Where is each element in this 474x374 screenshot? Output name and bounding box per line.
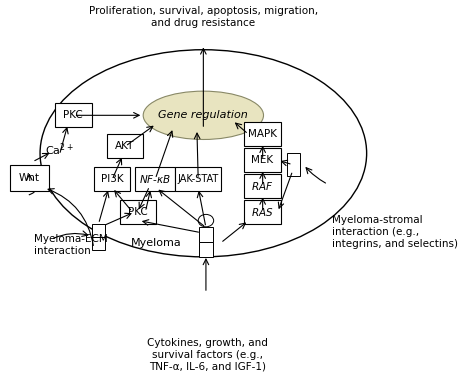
Text: PKC: PKC [128, 207, 148, 217]
FancyBboxPatch shape [199, 227, 213, 242]
FancyBboxPatch shape [244, 200, 281, 224]
FancyBboxPatch shape [199, 242, 213, 257]
Text: Myeloma: Myeloma [131, 238, 182, 248]
Text: PI3K: PI3K [101, 174, 123, 184]
Text: Cytokines, growth, and
survival factors (e.g.,
TNF-α, IL-6, and IGF-1): Cytokines, growth, and survival factors … [147, 338, 268, 371]
Text: Wnt: Wnt [19, 173, 40, 183]
Text: Ca$^{2+}$: Ca$^{2+}$ [45, 141, 74, 158]
Text: $NF$-$\kappa B$: $NF$-$\kappa B$ [139, 173, 171, 185]
Text: JAK-STAT: JAK-STAT [177, 174, 219, 184]
FancyBboxPatch shape [91, 237, 105, 250]
Text: MAPK: MAPK [248, 129, 277, 139]
Text: Myeloma-stromal
interaction (e.g.,
integrins, and selectins): Myeloma-stromal interaction (e.g., integ… [332, 215, 458, 249]
Text: $RAS$: $RAS$ [251, 206, 273, 218]
FancyBboxPatch shape [175, 167, 220, 191]
FancyBboxPatch shape [94, 167, 130, 191]
Text: Gene regulation: Gene regulation [158, 110, 248, 120]
Ellipse shape [40, 50, 367, 257]
FancyBboxPatch shape [119, 200, 156, 224]
Ellipse shape [143, 91, 264, 140]
FancyBboxPatch shape [10, 165, 49, 191]
FancyBboxPatch shape [244, 174, 281, 198]
Text: Myeloma-ECM
interaction: Myeloma-ECM interaction [34, 234, 108, 255]
Text: PKC: PKC [64, 110, 83, 120]
Text: AKT: AKT [115, 141, 135, 151]
FancyBboxPatch shape [91, 224, 105, 237]
Text: $RAF$: $RAF$ [251, 180, 273, 192]
Text: Proliferation, survival, apoptosis, migration,
and drug resistance: Proliferation, survival, apoptosis, migr… [89, 6, 318, 28]
FancyBboxPatch shape [244, 148, 281, 172]
FancyBboxPatch shape [287, 153, 301, 176]
FancyBboxPatch shape [244, 122, 281, 146]
Circle shape [198, 214, 214, 227]
FancyBboxPatch shape [55, 103, 91, 128]
Text: MEK: MEK [251, 155, 273, 165]
FancyBboxPatch shape [135, 167, 175, 191]
FancyBboxPatch shape [107, 134, 143, 159]
